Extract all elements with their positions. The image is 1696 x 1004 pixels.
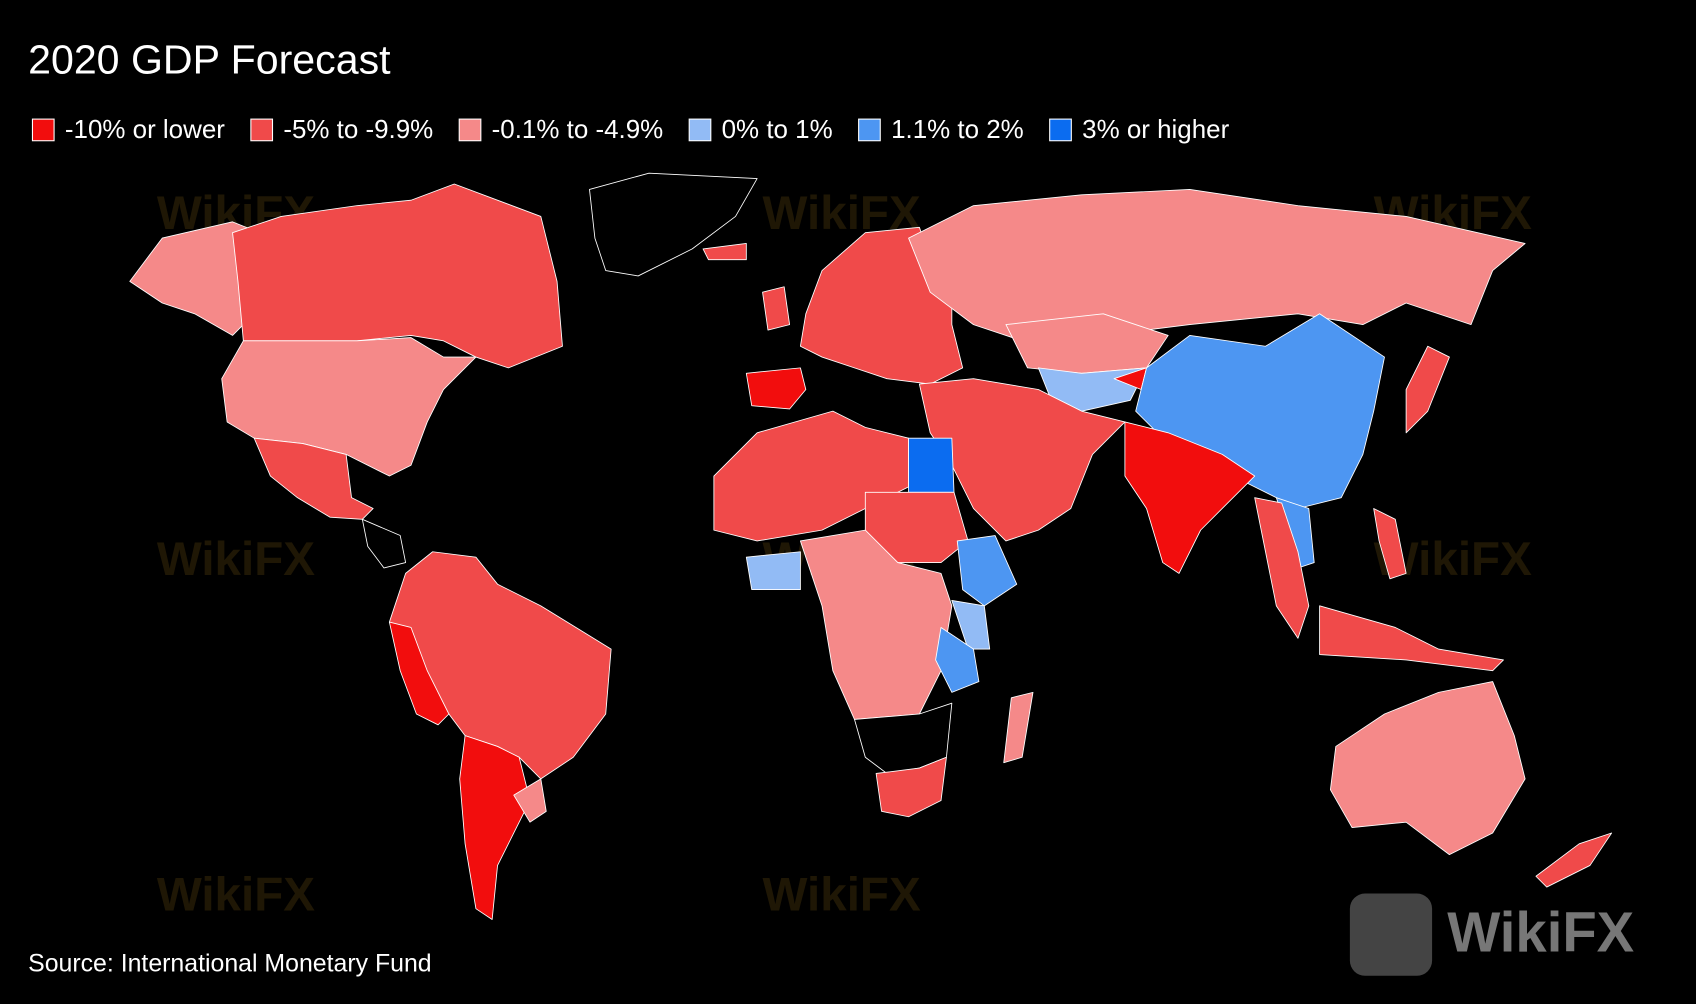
country bbox=[361, 518, 407, 569]
legend-swatch bbox=[688, 118, 712, 142]
country bbox=[762, 286, 791, 331]
country bbox=[702, 243, 747, 261]
country bbox=[935, 627, 980, 693]
legend-swatch bbox=[458, 118, 482, 142]
legend-swatch bbox=[1049, 118, 1072, 142]
country bbox=[1254, 497, 1310, 639]
country bbox=[253, 437, 374, 520]
country bbox=[1319, 605, 1504, 672]
legend-swatch bbox=[31, 118, 55, 142]
source: Source: International Monetary Fund bbox=[28, 950, 432, 978]
watermark: WikiFX bbox=[763, 868, 921, 921]
country bbox=[951, 599, 991, 650]
country bbox=[388, 621, 450, 726]
country bbox=[1124, 421, 1256, 574]
country bbox=[956, 535, 1018, 607]
watermark: WikiFX bbox=[157, 533, 315, 586]
country bbox=[745, 551, 801, 591]
country bbox=[1405, 345, 1450, 434]
legend-label: -5% to -9.9% bbox=[283, 116, 433, 144]
world-map bbox=[129, 172, 1613, 920]
country bbox=[513, 778, 547, 823]
watermark: WikiFX bbox=[157, 868, 315, 921]
legend-label: -0.1% to -4.9% bbox=[492, 116, 664, 144]
greenland bbox=[589, 172, 758, 277]
legend: -10% or lower -5% to -9.9% -0.1% to -4.9% 0… bbox=[31, 116, 1230, 144]
legend-label: -10% or lower bbox=[65, 116, 225, 144]
title: 2020 GDP Forecast bbox=[28, 37, 391, 83]
country bbox=[1535, 832, 1613, 888]
country bbox=[745, 367, 807, 410]
legend-label: 3% or higher bbox=[1082, 116, 1229, 144]
country bbox=[1329, 681, 1526, 856]
logo-text: WikiFX bbox=[1447, 901, 1634, 964]
legend-label: 1.1% to 2% bbox=[891, 116, 1024, 144]
logo: WikiFX bbox=[1349, 893, 1635, 976]
legend-swatch bbox=[858, 118, 881, 142]
country bbox=[1003, 691, 1034, 764]
legend-swatch bbox=[250, 118, 274, 142]
legend-label: 0% to 1% bbox=[722, 116, 833, 144]
country bbox=[1373, 508, 1407, 580]
logo-icon bbox=[1349, 893, 1433, 976]
country bbox=[875, 756, 947, 818]
country bbox=[908, 437, 955, 493]
country bbox=[459, 735, 531, 920]
